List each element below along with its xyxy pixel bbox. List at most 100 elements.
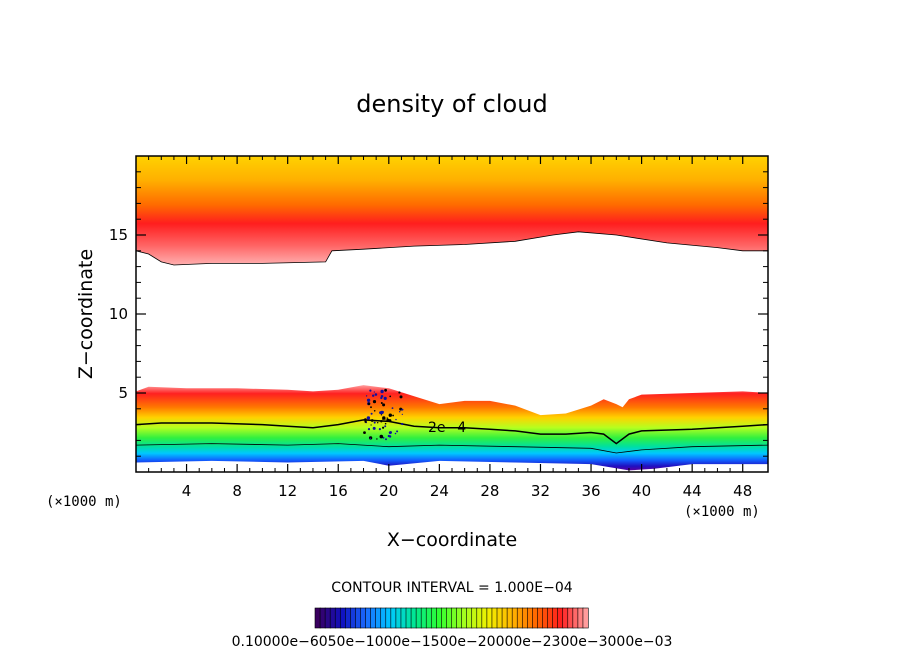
speckle-mark [376,438,378,440]
speckle-mark [382,403,386,407]
x-tick-label: 44 [683,482,702,500]
speckle-mark [380,420,383,423]
contour-line-1e-4 [136,443,768,454]
speckle-mark [372,400,377,404]
y-tick-label: 15 [109,226,128,244]
speckle-mark [370,412,373,415]
x-tick-label: 40 [632,482,651,500]
colorbar-swatch [324,607,331,629]
colorbar-swatch [511,607,518,629]
speckle-mark [388,413,392,417]
colorbar-swatch [345,607,351,629]
colorbar-swatch [420,607,427,629]
colorbar-swatch [557,607,564,629]
colorbar-swatch [355,607,362,629]
colorbar-swatch [486,607,493,629]
speckle-mark [369,389,372,392]
colorbar-swatch [314,607,321,629]
speckle-mark [398,391,401,394]
speckle-mark [374,393,378,396]
colorbar-swatch [400,607,407,629]
colorbar-swatch [446,607,453,629]
colorbar-swatch [562,607,569,629]
colorbar [314,607,589,629]
colorbar-swatch [496,607,503,629]
y-axis-ticks: 5 10 15 [109,171,768,457]
colorbar-swatch [521,607,528,629]
colorbar-swatch [334,607,341,629]
convective-speckles [363,388,404,441]
colorbar-swatch [319,607,326,629]
speckle-mark [380,410,384,415]
speckle-mark [370,424,372,426]
colorbar-swatch [441,607,448,629]
colorbar-swatch [339,607,346,629]
speckle-mark [383,396,387,400]
chart-title: density of cloud [356,90,547,118]
speckle-mark [382,426,385,429]
speckle-mark [388,431,392,434]
speckle-mark [380,414,383,416]
speckle-mark [388,419,392,423]
colorbar-swatch [552,607,559,629]
colorbar-swatch [516,607,523,629]
upper-cloud-layer [136,156,768,265]
speckle-mark [384,425,387,428]
x-tick-label: 32 [531,482,550,500]
x-tick-label: 8 [232,482,242,500]
colorbar-swatch [350,607,357,629]
colorbar-swatch [547,607,554,629]
speckle-mark [366,416,371,420]
x-tick-label: 16 [329,482,348,500]
colorbar-swatch [532,607,539,629]
colorbar-swatch [481,607,488,629]
plot-area [136,156,768,471]
speckle-mark [373,421,376,424]
colorbar-swatch [385,607,392,629]
speckle-mark [370,419,374,422]
speckle-mark [389,395,392,398]
colorbar-swatch [506,607,513,629]
speckle-mark [385,438,387,441]
speckle-mark [382,436,385,439]
speckle-mark [395,418,397,421]
colorbar-swatch [436,607,442,629]
speckle-mark [394,432,397,435]
y-axis-label: Z−coordinate [75,249,97,379]
speckle-mark [401,413,403,415]
colorbar-swatch [491,607,498,629]
colorbar-swatch [476,607,483,629]
colorbar-swatch [451,607,458,629]
colorbar-labels: 0.10000e−6050e−1000e−1500e−20000e−2300e−… [232,634,673,650]
colorbar-swatch [466,607,473,629]
colorbar-swatch [461,607,468,629]
colorbar-swatch [390,607,397,629]
speckle-mark [391,407,394,409]
speckle-mark [366,398,371,402]
speckle-mark [380,402,383,404]
contour-line-2e-4 [136,419,768,445]
colorbar-swatch [415,607,422,629]
speckle-mark [378,428,381,431]
colorbar-swatch [370,607,377,629]
speckle-mark [370,406,372,409]
colorbar-swatch [430,607,437,629]
speckle-mark [379,434,384,439]
speckle-mark [396,430,399,433]
contour-interval-note: CONTOUR INTERVAL = 1.000E−04 [331,580,572,596]
speckle-mark [399,395,403,399]
contour-label: 2e−4 [428,420,466,436]
speckle-mark [372,394,375,397]
colorbar-swatch [582,607,589,629]
upper-layer-edge [136,231,768,266]
colorbar-swatch [329,607,336,629]
colorbar-swatch [572,607,579,629]
speckle-mark [380,389,384,394]
x-axis-ticks: 4 8 12 16 20 24 28 32 36 40 44 48 [148,156,752,500]
speckle-mark [363,431,366,434]
colorbar-swatch [405,607,412,629]
x-tick-label: 4 [182,482,192,500]
colorbar-swatch [527,607,533,629]
colorbar-swatch [471,607,478,629]
x-unit-left: (×1000 m) [46,494,122,510]
